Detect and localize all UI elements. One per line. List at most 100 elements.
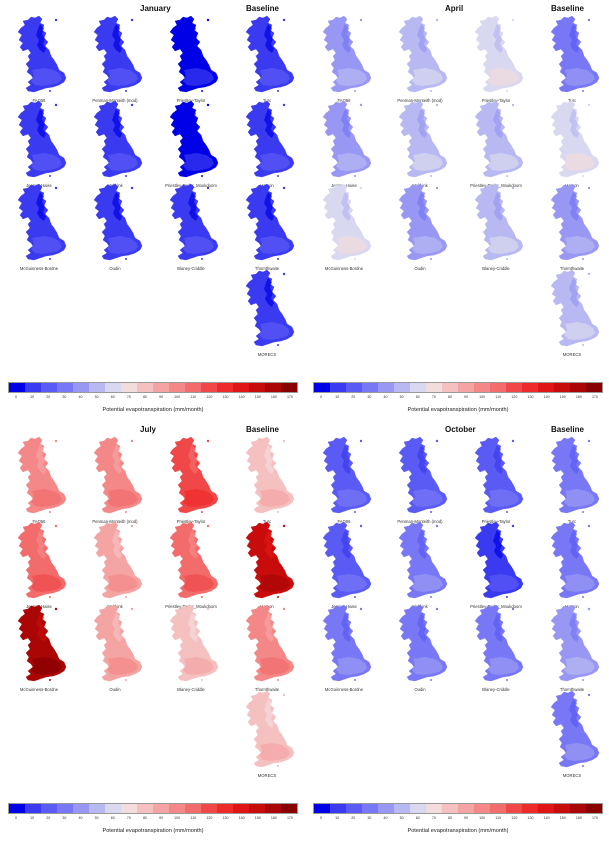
gb-map <box>169 436 219 514</box>
shetland-islands <box>359 186 363 190</box>
gb-south-england <box>488 657 519 675</box>
colorbar-tick-label: 60 <box>415 816 420 820</box>
gb-south-england <box>488 236 519 254</box>
colorbar-swatch <box>474 383 490 392</box>
colorbar-tick-label: 0 <box>15 395 18 399</box>
isle-of-wight <box>430 596 432 598</box>
gb-map <box>398 183 448 261</box>
colorbar-tick-label: 120 <box>511 395 518 399</box>
gb-map <box>550 183 600 261</box>
colorbar-tick-label: 20 <box>351 816 356 820</box>
isle-of-wight <box>125 511 127 513</box>
colorbar-tick-label: 90 <box>159 395 164 399</box>
colorbar-swatch <box>25 804 41 813</box>
isle-of-wight <box>354 596 356 598</box>
map-cell: Priestley-Taylor_Moukdoom <box>461 97 531 197</box>
map-caption: Blaney-Criddle <box>177 687 205 692</box>
colorbar-tick-label: 120 <box>206 816 213 820</box>
gb-south-england <box>31 657 62 675</box>
gb-north-highlands <box>188 530 198 559</box>
colorbar-tick-label: 70 <box>126 395 131 399</box>
isle-of-wight <box>506 258 508 260</box>
gb-map <box>550 100 600 178</box>
panel-title: October <box>445 425 476 434</box>
map-caption: Turc <box>262 98 272 103</box>
gb-south-england <box>488 574 519 592</box>
colorbar-tick-label: 110 <box>495 395 502 399</box>
colorbar-swatch <box>153 804 169 813</box>
shetland-islands <box>511 524 515 528</box>
isle-of-wight <box>49 90 51 92</box>
colorbar-swatch <box>105 804 121 813</box>
shetland-islands <box>54 18 58 22</box>
map-cell: MORECS <box>232 266 302 366</box>
colorbar-swatch <box>426 804 442 813</box>
gb-map <box>245 269 295 347</box>
gb-north-highlands <box>417 530 427 559</box>
colorbar-swatch <box>137 804 153 813</box>
shetland-islands <box>587 186 591 190</box>
gb-north-highlands <box>569 278 579 307</box>
gb-map <box>550 269 600 347</box>
colorbar-swatch <box>9 383 25 392</box>
gb-south-england <box>31 574 62 592</box>
shetland-islands <box>206 524 210 528</box>
colorbar-swatch <box>314 383 330 392</box>
map-cell: Oudin <box>80 601 150 701</box>
isle-of-wight <box>201 679 203 681</box>
colorbar-tick-label: 140 <box>238 395 245 399</box>
map-caption: Penman-Monteith (mod) <box>397 98 443 103</box>
gb-map <box>93 183 143 261</box>
gb-north-highlands <box>417 445 427 474</box>
gb-south-england <box>336 236 367 254</box>
gb-north-highlands <box>341 192 351 221</box>
colorbar-swatch <box>362 383 378 392</box>
shetland-islands <box>587 272 591 276</box>
map-cell: Blaney-Criddle <box>461 180 531 280</box>
gb-map <box>322 100 372 178</box>
panel-subtitle: Baseline <box>246 425 279 434</box>
map-caption: Priestley-Taylor <box>176 519 206 524</box>
colorbar-swatch <box>25 383 41 392</box>
map-caption: MORECS <box>257 773 277 778</box>
gb-north-highlands <box>36 24 46 53</box>
isle-of-wight <box>506 596 508 598</box>
colorbar-tick-label: 50 <box>94 395 99 399</box>
map-caption: Oudin <box>414 266 426 271</box>
colorbar-tick-label: 70 <box>431 395 436 399</box>
shetland-islands <box>587 693 591 697</box>
colorbar-tick-label: 50 <box>399 816 404 820</box>
colorbar-swatch <box>89 804 105 813</box>
map-caption: Blaney-Criddle <box>177 266 205 271</box>
map-caption: Turc <box>567 519 577 524</box>
map-caption: Penman-Monteith (mod) <box>92 519 138 524</box>
isle-of-wight <box>277 258 279 260</box>
isle-of-wight <box>277 596 279 598</box>
colorbar-swatch <box>458 383 474 392</box>
isle-of-wight <box>125 90 127 92</box>
panel-april: April Baseline FAO56 Penman-Monteith (mod) P… <box>305 0 609 421</box>
gb-map <box>169 521 219 599</box>
colorbar-tick-label: 170 <box>286 395 293 399</box>
gb-map <box>474 436 524 514</box>
colorbar-tick-label: 130 <box>222 816 229 820</box>
isle-of-wight <box>582 258 584 260</box>
gb-south-england <box>259 489 290 507</box>
gb-south-england <box>259 236 290 254</box>
shetland-islands <box>130 607 134 611</box>
colorbar-tick-label: 60 <box>110 395 115 399</box>
gb-north-highlands <box>417 613 427 642</box>
colorbar-tick-label: 160 <box>575 816 582 820</box>
gb-north-highlands <box>569 445 579 474</box>
map-caption: Turc <box>567 98 577 103</box>
colorbar-tick-label: 60 <box>110 816 115 820</box>
colorbar-title: Potential evapotranspiration (mm/month) <box>407 407 509 413</box>
isle-of-wight <box>354 258 356 260</box>
colorbar-swatch <box>346 383 362 392</box>
map-cell: McGuinness-Bordne <box>309 180 379 280</box>
map-caption: FAO56 <box>32 519 46 524</box>
colorbar-swatch <box>570 804 586 813</box>
colorbar-tick-label: 90 <box>159 816 164 820</box>
colorbar-tick-label: 80 <box>142 395 147 399</box>
map-cell: Penman-Monteith (mod) <box>80 12 150 112</box>
